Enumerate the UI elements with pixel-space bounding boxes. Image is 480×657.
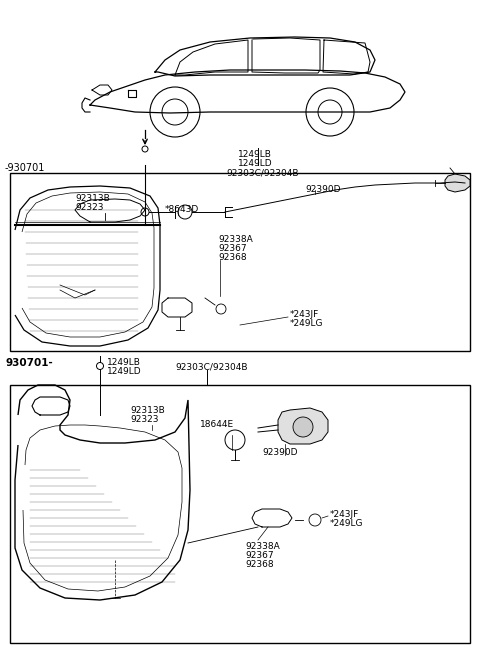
Text: 92338A: 92338A [218, 235, 253, 244]
Text: 92367: 92367 [218, 244, 247, 253]
Circle shape [309, 514, 321, 526]
Text: 92303C/92304B: 92303C/92304B [175, 363, 248, 372]
Bar [10, 173, 470, 351]
Text: 930701-: 930701- [5, 358, 53, 368]
Text: 92323: 92323 [75, 203, 104, 212]
Circle shape [178, 205, 192, 219]
Polygon shape [445, 174, 470, 192]
Text: *8643D: *8643D [165, 205, 199, 214]
Circle shape [142, 146, 148, 152]
Circle shape [141, 208, 149, 216]
Text: 92313B: 92313B [130, 406, 165, 415]
Text: 92367: 92367 [245, 551, 274, 560]
Text: 92323: 92323 [130, 415, 158, 424]
Circle shape [225, 430, 245, 450]
Polygon shape [278, 408, 328, 444]
Text: 1249LB: 1249LB [238, 150, 272, 159]
Text: 92338A: 92338A [245, 542, 280, 551]
Text: 92368: 92368 [245, 560, 274, 569]
Text: *249LG: *249LG [330, 519, 363, 528]
Circle shape [293, 417, 313, 437]
Text: *243JF: *243JF [330, 510, 359, 519]
Text: 1249LB: 1249LB [107, 358, 141, 367]
Text: *243JF: *243JF [290, 310, 319, 319]
Text: *249LG: *249LG [290, 319, 324, 328]
Circle shape [96, 363, 104, 369]
Text: 92390D: 92390D [305, 185, 340, 194]
Bar [10, 385, 470, 643]
Text: -930701: -930701 [5, 163, 46, 173]
Text: 1249LD: 1249LD [238, 159, 273, 168]
Text: 92368: 92368 [218, 253, 247, 262]
Text: 92313B: 92313B [75, 194, 110, 203]
Text: 92390D: 92390D [262, 448, 298, 457]
Text: 18644E: 18644E [200, 420, 234, 429]
Text: 1249LD: 1249LD [107, 367, 142, 376]
Text: 92303C/92304B: 92303C/92304B [226, 168, 299, 177]
Circle shape [216, 304, 226, 314]
